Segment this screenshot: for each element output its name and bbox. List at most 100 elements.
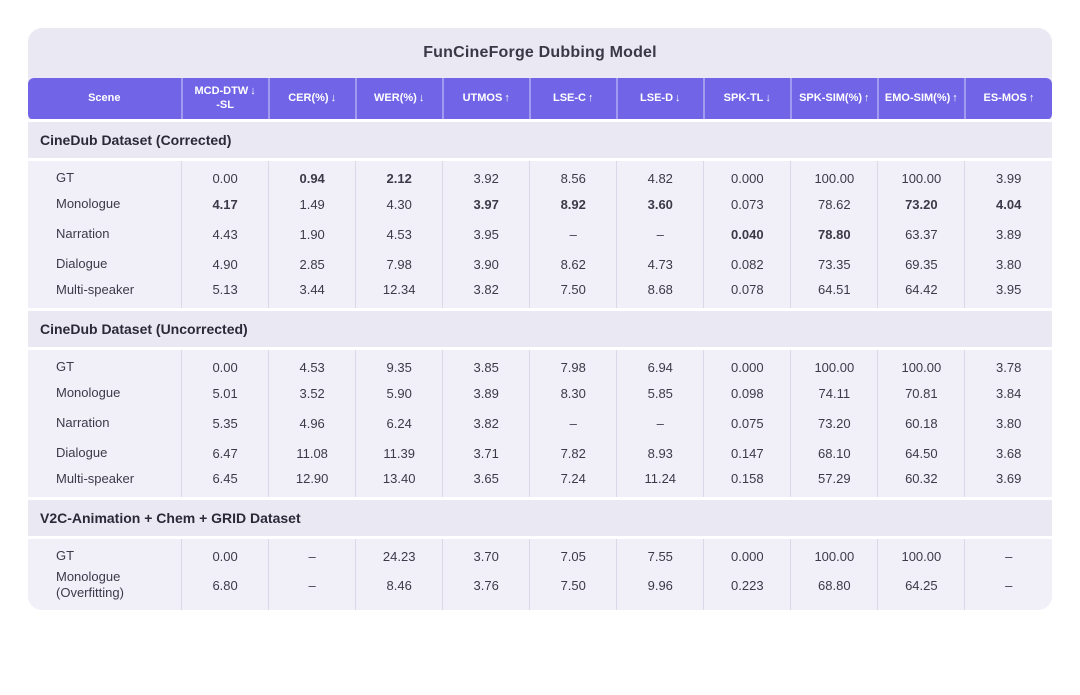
metric-value: 63.37	[877, 219, 965, 249]
scene-label: Narration	[28, 408, 182, 438]
metric-value: 6.24	[355, 408, 443, 438]
metric-value: 3.84	[964, 378, 1052, 408]
metric-value: 0.082	[703, 249, 791, 279]
table-row: Dialogue 6.47 11.08 11.39 3.71 7.82 8.93 0.147 6…	[28, 438, 1052, 468]
metric-value: 3.82	[442, 408, 530, 438]
metric-value: 64.51	[790, 279, 878, 309]
metric-value: 11.39	[355, 438, 443, 468]
metric-value: 12.34	[355, 279, 443, 309]
metric-value: 3.97	[442, 189, 530, 219]
table-row: GT 0.00–24.23 3.70 7.05 7.55 0.000 100.00 100.0…	[28, 537, 1052, 567]
table-row: Monologue 4.17 1.49 4.30 3.97 8.92 3.60 0.073 78…	[28, 189, 1052, 219]
metric-value: 4.53	[268, 348, 356, 378]
arrow-down-icon: ↓	[675, 92, 681, 105]
metric-value: 0.075	[703, 408, 791, 438]
arrow-up-icon: ↑	[952, 92, 958, 105]
table-row: Monologue (Overfitting) 6.80–8.46 3.76 7.50 9…	[28, 567, 1052, 610]
metric-value: 7.24	[529, 468, 617, 498]
metric-value: 64.25	[877, 567, 965, 610]
scene-label: Dialogue	[28, 438, 182, 468]
metric-value: –	[964, 567, 1052, 610]
metric-value: 64.50	[877, 438, 965, 468]
table-row: Dialogue 4.90 2.85 7.98 3.90 8.62 4.73 0.082 73.…	[28, 249, 1052, 279]
metric-value: 100.00	[790, 348, 878, 378]
metric-value: 7.98	[529, 348, 617, 378]
metric-value: 8.93	[616, 438, 704, 468]
metric-value: 2.85	[268, 249, 356, 279]
metric-value: 100.00	[877, 159, 965, 189]
section-title: CineDub Dataset (Uncorrected)	[28, 307, 1052, 350]
metric-value: 73.20	[790, 408, 878, 438]
column-label: EMO-SIM(%)	[884, 92, 951, 105]
arrow-up-icon: ↑	[587, 92, 594, 105]
title-bar: FunCineForge Dubbing Model	[28, 28, 1052, 78]
metric-value: 4.82	[616, 159, 704, 189]
results-table: Scene MCD-DTW ↓ -SL CER(%) ↓ WER(%) ↓ UTMOS ↑ LSE-…	[28, 78, 1052, 610]
metric-value: 100.00	[877, 348, 965, 378]
column-label: WER(%)	[374, 92, 417, 105]
metric-value: 3.76	[442, 567, 530, 610]
metric-value: 3.80	[964, 249, 1052, 279]
table-header: Scene MCD-DTW ↓ -SL CER(%) ↓ WER(%) ↓ UTMOS ↑ LSE-…	[28, 78, 1052, 120]
metric-value: 60.32	[877, 468, 965, 498]
metric-value: 3.95	[964, 279, 1052, 309]
metric-value: 3.80	[964, 408, 1052, 438]
scene-label: GT	[28, 537, 182, 567]
metric-value: 11.08	[268, 438, 356, 468]
scene-label: Dialogue	[28, 249, 182, 279]
table-row: GT 0.00 4.53 9.35 3.85 7.98 6.94 0.000 100.00 100…	[28, 348, 1052, 378]
metric-value: 74.11	[790, 378, 878, 408]
metric-value: 5.13	[181, 279, 269, 309]
metric-value: 78.80	[790, 219, 878, 249]
scene-label: Monologue	[28, 189, 182, 219]
metric-value: 3.65	[442, 468, 530, 498]
metric-value: 8.56	[529, 159, 617, 189]
metric-value: 100.00	[877, 537, 965, 567]
metric-value: 4.96	[268, 408, 356, 438]
metric-value: 7.50	[529, 567, 617, 610]
column-header: CER(%) ↓	[268, 78, 357, 120]
section-title: V2C-Animation + Chem + GRID Dataset	[28, 496, 1052, 539]
metric-value: 5.35	[181, 408, 269, 438]
column-label: LSE-D	[640, 92, 674, 105]
metric-value: –	[268, 567, 356, 610]
metric-value: 12.90	[268, 468, 356, 498]
metric-value: 68.80	[790, 567, 878, 610]
results-card: FunCineForge Dubbing Model Scene MCD-DTW ↓…	[28, 28, 1052, 610]
metric-value: 4.30	[355, 189, 443, 219]
column-label-line2: -SL	[216, 99, 234, 112]
metric-value: 7.82	[529, 438, 617, 468]
column-label: SPK-SIM(%)	[799, 92, 863, 105]
header-row: Scene MCD-DTW ↓ -SL CER(%) ↓ WER(%) ↓ UTMOS ↑ LSE-…	[28, 78, 1052, 120]
metric-value: 4.43	[181, 219, 269, 249]
metric-value: 0.94	[268, 159, 356, 189]
column-header: SPK-TL ↓	[703, 78, 792, 120]
metric-value: 100.00	[790, 159, 878, 189]
metric-value: 8.30	[529, 378, 617, 408]
metric-value: 69.35	[877, 249, 965, 279]
table-row: Monologue 5.01 3.52 5.90 3.89 8.30 5.85 0.098 74…	[28, 378, 1052, 408]
metric-value: 0.000	[703, 537, 791, 567]
table-row: Narration 5.35 4.96 6.24 3.82– –0.075 73.20 60.…	[28, 408, 1052, 438]
metric-value: 60.18	[877, 408, 965, 438]
metric-value: 78.62	[790, 189, 878, 219]
column-header: Scene	[28, 78, 183, 120]
metric-value: 4.04	[964, 189, 1052, 219]
metric-value: 8.68	[616, 279, 704, 309]
metric-value: 6.80	[181, 567, 269, 610]
section-header-row: CineDub Dataset (Uncorrected)	[28, 307, 1052, 350]
metric-value: 5.90	[355, 378, 443, 408]
metric-value: 70.81	[877, 378, 965, 408]
metric-value: 100.00	[790, 537, 878, 567]
metric-value: 68.10	[790, 438, 878, 468]
arrow-down-icon: ↓	[250, 85, 256, 98]
metric-value: 0.00	[181, 159, 269, 189]
metric-value: 3.89	[964, 219, 1052, 249]
scene-label: Monologue	[28, 378, 182, 408]
metric-value: 8.92	[529, 189, 617, 219]
metric-value: 8.46	[355, 567, 443, 610]
metric-value: 2.12	[355, 159, 443, 189]
metric-value: 4.90	[181, 249, 269, 279]
metric-value: 3.89	[442, 378, 530, 408]
scene-label: GT	[28, 348, 182, 378]
